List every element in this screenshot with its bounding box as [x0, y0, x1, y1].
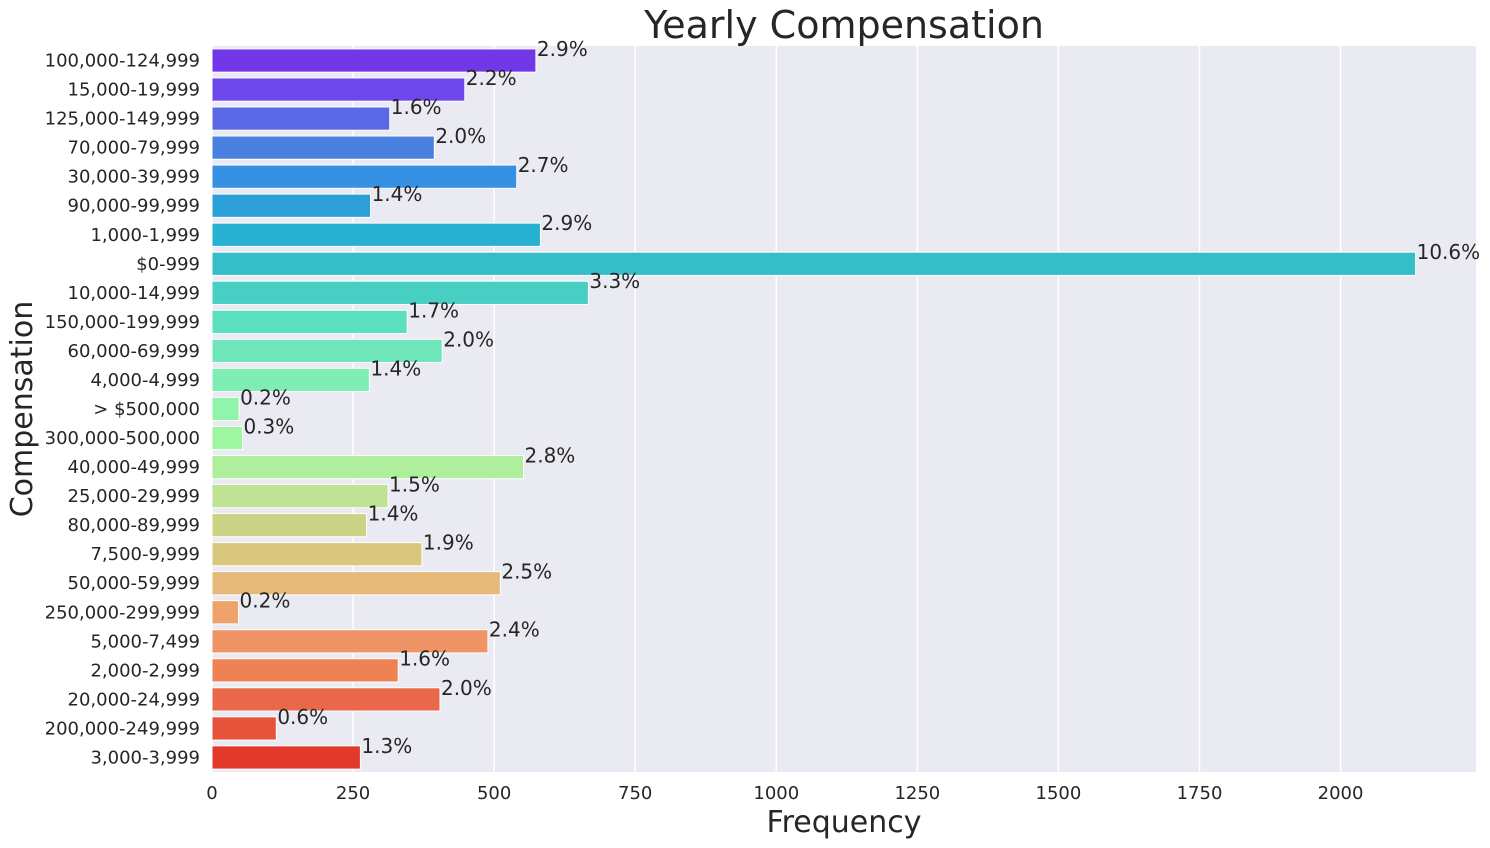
x-tick-label: 1000: [753, 783, 799, 804]
data-label: 1.4%: [368, 502, 419, 526]
bar: [211, 106, 391, 131]
data-labels: 2.9% 2.2% 1.6% 2.0% 2.7% 1.4% 2.9% 10.6% 3.3% 1.7…: [240, 37, 1481, 758]
y-tick-label: 1,000-1,999: [90, 225, 200, 246]
data-label: 10.6%: [1417, 240, 1481, 264]
y-tick-label: 250,000-299,999: [45, 602, 200, 623]
bar: [211, 629, 489, 654]
data-label: 1.4%: [372, 182, 423, 206]
bar: [211, 454, 524, 480]
data-label: 2.0%: [435, 124, 486, 148]
x-tick-label: 1750: [1177, 783, 1223, 804]
bar: [211, 687, 441, 712]
y-tick-label: 4,000-4,999: [90, 370, 200, 391]
y-tick-label: 50,000-59,999: [68, 573, 200, 594]
bar: [211, 571, 501, 596]
data-label: 2.9%: [537, 37, 588, 61]
x-tick-labels: 0 250 500 750 1000 1250 1500 1750 2000: [206, 783, 1363, 804]
data-label: 2.0%: [441, 676, 492, 700]
bars: [211, 48, 1417, 770]
bar: [211, 309, 408, 334]
bar: [211, 222, 541, 247]
x-axis-label: Frequency: [767, 805, 922, 840]
data-label: 2.2%: [466, 66, 517, 90]
y-tick-label: 40,000-49,999: [68, 457, 200, 478]
y-tick-label: > $500,000: [93, 399, 200, 420]
x-tick-label: 2000: [1318, 783, 1364, 804]
data-label: 2.9%: [541, 211, 592, 235]
bar: [211, 77, 466, 102]
bar: [211, 164, 518, 189]
y-tick-label: 20,000-24,999: [68, 689, 200, 710]
bar: [211, 396, 240, 422]
bar: [211, 251, 1417, 276]
data-label: 1.6%: [391, 95, 442, 119]
bar: [211, 425, 243, 451]
x-tick-label: 0: [206, 783, 217, 804]
data-label: 0.2%: [240, 385, 291, 409]
y-tick-label: 90,000-99,999: [68, 196, 200, 217]
y-tick-label: 60,000-69,999: [68, 341, 200, 362]
y-tick-label: $0-999: [136, 254, 200, 275]
y-tick-label: 25,000-29,999: [68, 486, 200, 507]
bar: [211, 745, 361, 770]
y-tick-label: 2,000-2,999: [90, 660, 200, 681]
bar: [211, 542, 423, 567]
y-tick-label: 10,000-14,999: [68, 283, 200, 304]
bar: [211, 716, 277, 741]
data-label: 2.8%: [524, 443, 575, 467]
bar: [211, 367, 370, 393]
chart-title: Yearly Compensation: [643, 3, 1044, 47]
y-tick-label: 125,000-149,999: [45, 109, 200, 130]
bar: [211, 135, 435, 160]
bar: [211, 600, 240, 625]
data-label: 2.4%: [489, 618, 540, 642]
bar: [211, 193, 372, 218]
data-label: 2.5%: [501, 560, 552, 584]
bar: [211, 338, 443, 364]
x-tick-label: 500: [477, 783, 511, 804]
x-tick-label: 250: [336, 783, 370, 804]
x-tick-label: 1250: [894, 783, 940, 804]
data-label: 1.9%: [423, 531, 474, 555]
data-label: 2.7%: [518, 153, 569, 177]
y-tick-labels: 100,000-124,999 15,000-19,999 125,000-149,…: [45, 51, 200, 769]
data-label: 0.3%: [243, 414, 294, 438]
y-tick-label: 30,000-39,999: [68, 167, 200, 188]
data-label: 0.2%: [240, 589, 291, 613]
data-label: 3.3%: [589, 269, 640, 293]
y-tick-label: 150,000-199,999: [45, 312, 200, 333]
data-label: 0.6%: [277, 705, 328, 729]
data-label: 1.7%: [408, 298, 459, 322]
y-tick-label: 100,000-124,999: [45, 51, 200, 72]
x-tick-label: 750: [618, 783, 652, 804]
data-label: 2.0%: [443, 327, 494, 351]
y-tick-label: 200,000-249,999: [45, 718, 200, 739]
x-tick-label: 1500: [1036, 783, 1082, 804]
y-tick-label: 70,000-79,999: [68, 138, 200, 159]
data-label: 1.6%: [399, 647, 450, 671]
data-label: 1.5%: [389, 473, 440, 497]
bar: [211, 280, 589, 305]
bar: [211, 484, 389, 509]
data-label: 1.4%: [370, 356, 421, 380]
bar: [211, 513, 368, 538]
y-tick-label: 5,000-7,499: [90, 631, 200, 652]
y-tick-label: 80,000-89,999: [68, 515, 200, 536]
bar: [211, 48, 537, 73]
y-tick-label: 15,000-19,999: [68, 80, 200, 101]
y-tick-label: 7,500-9,999: [90, 544, 200, 565]
data-label: 1.3%: [361, 734, 412, 758]
y-tick-label: 3,000-3,999: [90, 747, 200, 768]
y-tick-label: 300,000-500,000: [45, 428, 200, 449]
bar: [211, 658, 399, 683]
y-axis-label: Compensation: [5, 301, 40, 518]
